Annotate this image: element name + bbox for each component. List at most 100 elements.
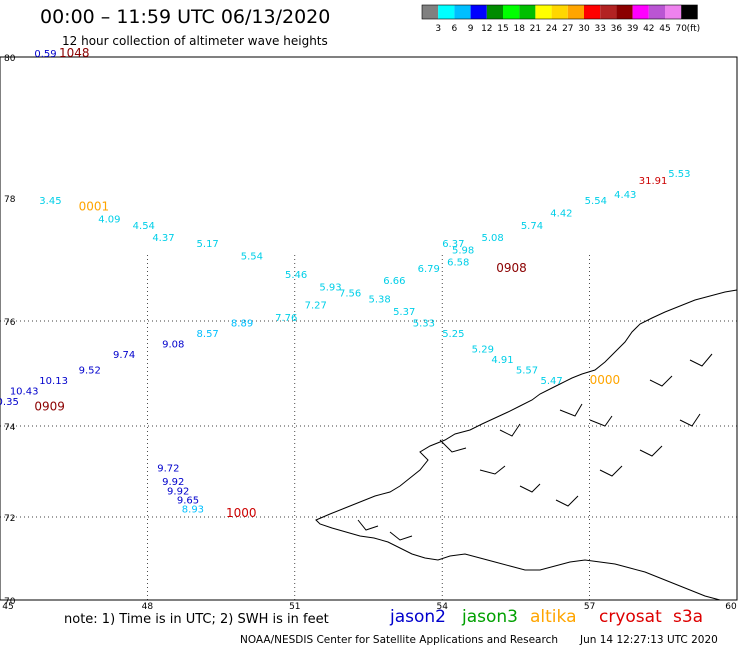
wave-height-label: 4.43 [614,190,636,201]
colorbar-swatch [567,5,584,19]
wave-height-label: 6.37 [442,239,464,250]
legend-jason2: jason2 [390,607,446,627]
colorbar-swatch [681,5,698,19]
colorbar-outline [421,4,698,20]
colorbar-tick-label: 39 [627,24,639,34]
page-title: 00:00 – 11:59 UTC 06/13/2020 [40,6,331,28]
wave-height-label: 10.13 [39,376,68,387]
wave-height-label: 5.74 [521,221,543,232]
credit-line: NOAA/NESDIS Center for Satellite Applica… [240,634,558,646]
wave-height-label: 5.93 [319,282,341,293]
colorbar-tick-label: 18 [513,24,525,34]
longitude-tick-label: 57 [584,602,595,612]
colorbar-unit: (ft) [687,24,701,34]
wave-height-label: 4.91 [491,355,513,366]
longitude-tick-label: 54 [436,602,448,612]
wave-height-label: 5.25 [442,329,464,340]
map-frame [0,56,738,601]
coastline-inlets [357,353,713,541]
colorbar-swatch [454,5,471,19]
colorbar-tick-label: 27 [562,24,573,34]
colorbar-tick-label: 15 [497,24,508,34]
wave-height-label: 5.54 [585,196,607,207]
colorbar-swatch [665,5,682,19]
colorbar-swatch [503,5,520,19]
wave-height-label: 10.43 [10,387,39,398]
colorbar-tick-label: 42 [643,24,654,34]
longitude-tick-label: 51 [289,602,300,612]
wave-height-label: 7.76 [275,313,297,324]
wave-height-label: 5.53 [668,169,690,180]
altimeter-tracks: 10.3510.4310.139.529.749.089.729.929.929… [0,49,690,515]
legend-cryosat: cryosat [599,607,662,627]
colorbar-tick-label: 45 [659,24,670,34]
page-subtitle: 12 hour collection of altimeter wave hei… [62,34,328,48]
colorbar-tick-label: 30 [578,24,590,34]
wave-height-label: 10.35 [0,397,19,408]
colorbar-swatch [422,5,439,19]
wave-height-label: 5.17 [197,239,219,250]
novaya-zemlya-coastline [315,289,738,601]
wave-height-label: 5.08 [482,233,504,244]
colorbar-tick-label: 9 [468,24,474,34]
wave-height-label: 4.37 [152,233,174,244]
colorbar-swatch [584,5,601,19]
longitude-tick-label: 45 [2,602,13,612]
latitude-tick-label: 70 [4,597,16,607]
pass-time-label: 1048 [59,46,90,60]
latitude-tick-label: 74 [4,423,16,433]
colorbar-swatch [535,5,552,19]
wave-height-label: 8.57 [197,329,219,340]
wave-height-label: 5.47 [540,376,562,387]
wave-height-label: 9.92 [167,486,189,497]
longitude-tick-label: 60 [725,602,737,612]
wave-height-label: 4.09 [98,215,120,226]
wave-height-label: 9.74 [113,350,135,361]
wave-height-label: 8.89 [231,318,253,329]
colorbar-swatch [632,5,649,19]
colorbar-swatch [600,5,617,19]
pass-time-label: 0001 [79,199,110,213]
wave-height-label: 6.58 [447,258,469,269]
legend-jason3: jason3 [462,607,518,627]
wave-height-label: 4.54 [133,221,155,232]
colorbar-tick-label: 70 [675,24,687,34]
pass-time-label: 0908 [496,261,527,275]
colorbar-swatch [519,5,536,19]
wave-height-label: 9.92 [162,477,184,488]
colorbar-swatch [616,5,633,19]
wave-height-label: 9.72 [157,464,179,475]
coastline [315,289,738,601]
wave-height-label: 5.38 [369,295,391,306]
generated-timestamp: Jun 14 12:27:13 UTC 2020 [580,634,718,646]
colorbar-tick-label: 33 [594,24,605,34]
colorbar-swatch [648,5,665,19]
wave-height-label: 0.59 [34,49,56,60]
colorbar-tick-label: 36 [611,24,623,34]
pass-time-labels: 1048 0001 0908 0909 0000 1000 [34,46,620,520]
legend-s3a: s3a [673,607,704,627]
colorbar-tick-label: 21 [530,24,541,34]
colorbar-swatch [470,5,487,19]
wave-height-label: 31.91 [639,176,668,187]
pass-time-label: 0000 [590,373,621,387]
colorbar-swatch [486,5,503,19]
wave-height-label: 6.79 [418,264,440,275]
wave-height-label: 7.27 [305,301,327,312]
colorbar-tick-label: 12 [481,24,492,34]
wave-height-label: 5.37 [393,307,415,318]
wave-height-label: 5.29 [472,345,494,356]
wave-height-label: 4.42 [550,208,572,219]
axis-labels: 45 48 51 54 57 60 80 78 76 74 72 70 [2,54,737,612]
footnote: note: 1) Time is in UTC; 2) SWH is in fe… [64,612,329,627]
wave-height-label: 3.45 [39,196,61,207]
colorbar-swatch [551,5,568,19]
latitude-tick-label: 72 [4,514,15,524]
latitude-tick-label: 78 [4,195,16,205]
colorbar-tick-label: 6 [452,24,458,34]
colorbar-tick-label: 24 [546,24,558,34]
pass-time-label: 0909 [34,399,65,413]
colorbar-tick-label: 3 [435,24,441,34]
wave-height-label: 9.52 [79,366,101,377]
